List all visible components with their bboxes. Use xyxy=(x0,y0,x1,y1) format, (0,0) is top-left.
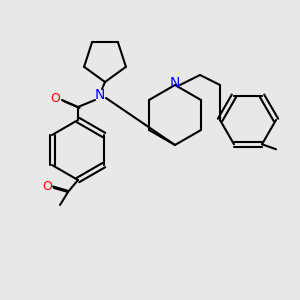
Text: N: N xyxy=(170,76,180,90)
Text: O: O xyxy=(50,92,60,106)
Text: N: N xyxy=(95,88,105,102)
Text: O: O xyxy=(42,181,52,194)
